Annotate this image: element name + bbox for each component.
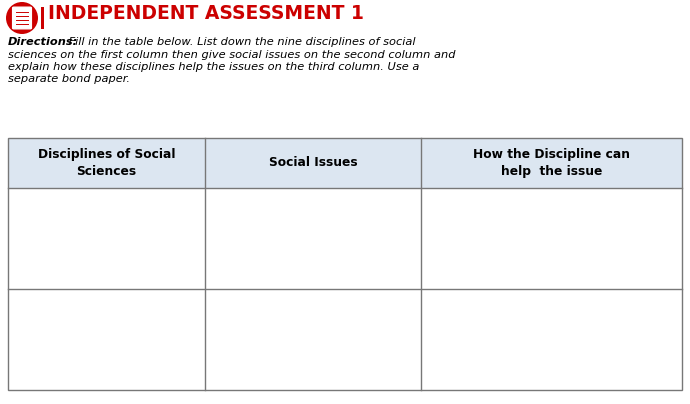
Text: explain how these disciplines help the issues on the third column. Use a: explain how these disciplines help the i… [8, 62, 420, 72]
Text: How the Discipline can
help  the issue: How the Discipline can help the issue [473, 148, 630, 178]
Bar [8, 188, 682, 390]
Text: Social Issues: Social Issues [268, 156, 357, 170]
Bar [41, 7, 44, 29]
Text: Directions:: Directions: [8, 37, 78, 47]
FancyBboxPatch shape [12, 7, 31, 29]
Text: INDEPENDENT ASSESSMENT 1: INDEPENDENT ASSESSMENT 1 [48, 4, 364, 23]
Bar [8, 138, 682, 390]
Text: sciences on the first column then give social issues on the second column and: sciences on the first column then give s… [8, 50, 455, 59]
Bar [8, 138, 682, 188]
Text: Disciplines of Social
Sciences: Disciplines of Social Sciences [38, 148, 175, 178]
Text: Fill in the table below. List down the nine disciplines of social: Fill in the table below. List down the n… [65, 37, 415, 47]
Text: separate bond paper.: separate bond paper. [8, 74, 130, 84]
Ellipse shape [6, 2, 38, 34]
